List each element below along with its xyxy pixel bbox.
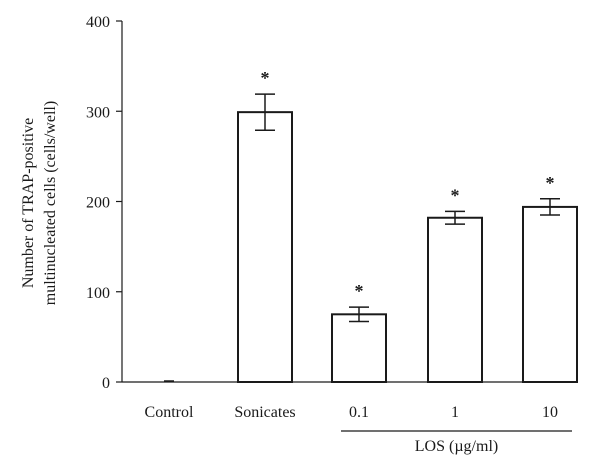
x-tick-label: 1 xyxy=(451,404,459,421)
bar xyxy=(522,205,578,383)
x-tick-label: 10 xyxy=(542,404,558,421)
y-axis-title-line-1: Number of TRAP-positive xyxy=(20,118,37,288)
y-axis: 0 100 200 300 400 xyxy=(86,14,123,392)
x-tick-label: Sonicates xyxy=(234,404,295,421)
significance-star: * xyxy=(546,173,555,193)
bar xyxy=(427,216,483,383)
bars: * * * * xyxy=(164,68,578,383)
bar xyxy=(331,313,387,383)
x-tick-label: 0.1 xyxy=(349,404,369,421)
x-tick-label: Control xyxy=(145,404,194,421)
y-tick-label: 200 xyxy=(86,195,110,212)
y-tick-label: 0 xyxy=(102,375,110,392)
x-tick-labels: Control Sonicates 0.1 1 10 xyxy=(145,404,558,421)
group-label: LOS (µg/ml) xyxy=(415,438,498,455)
group-annotation: LOS (µg/ml) xyxy=(341,430,572,455)
y-axis-title-line-2: multinucleated cells (cells/well) xyxy=(42,101,59,305)
y-axis-title: Number of TRAP-positive multinucleated c… xyxy=(20,101,59,305)
significance-star: * xyxy=(261,68,270,88)
y-tick-label: 100 xyxy=(86,285,110,302)
significance-star: * xyxy=(451,185,460,205)
y-tick-label: 300 xyxy=(86,104,110,121)
bar xyxy=(237,111,293,383)
y-tick-label: 400 xyxy=(86,14,110,31)
significance-star: * xyxy=(355,281,364,301)
